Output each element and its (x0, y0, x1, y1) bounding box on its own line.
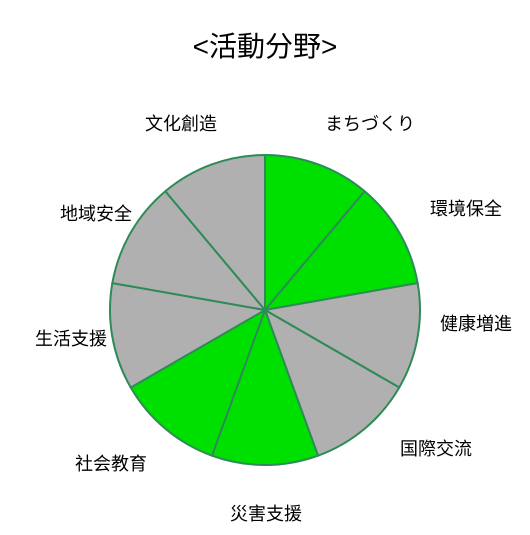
slice-label-8: 文化創造 (145, 110, 217, 136)
slice-label-0: まちづくり (325, 110, 415, 136)
slice-label-1: 環境保全 (430, 195, 502, 221)
slice-label-5: 社会教育 (75, 450, 147, 476)
slice-label-2: 健康増進 (440, 310, 512, 336)
slice-label-7: 地域安全 (60, 200, 132, 226)
slice-label-6: 生活支援 (35, 325, 107, 351)
slice-label-3: 国際交流 (400, 435, 472, 461)
slice-label-4: 災害支援 (230, 500, 302, 526)
